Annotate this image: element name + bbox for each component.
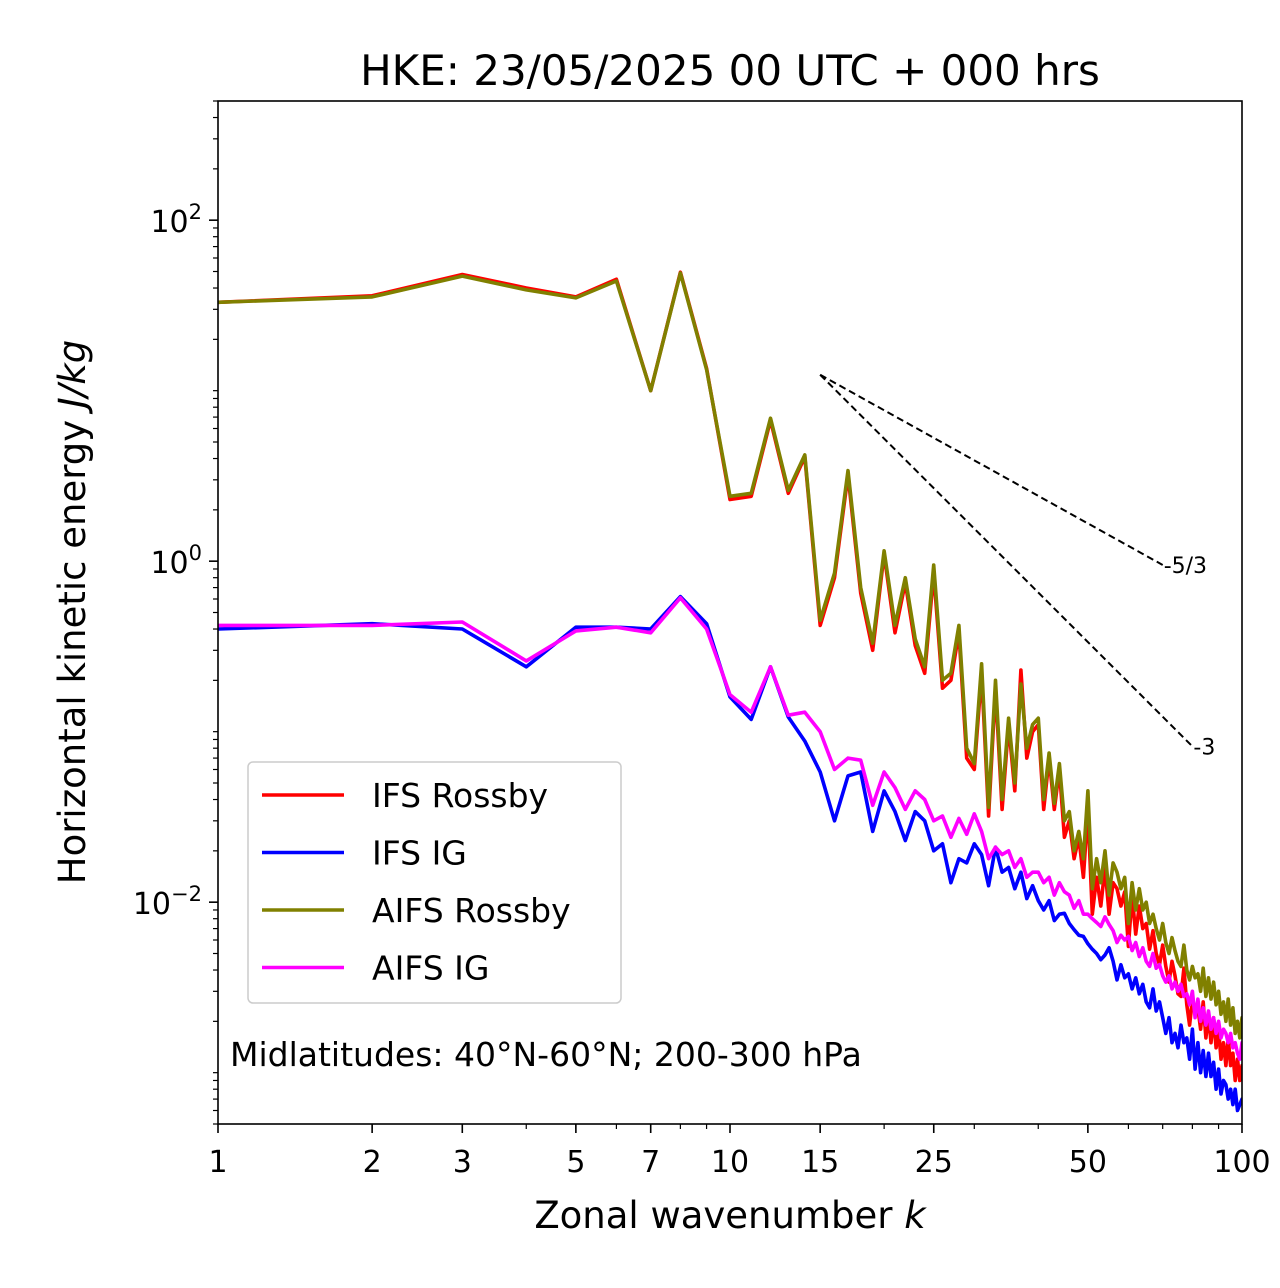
y-axis-label-text: Horizontal kinetic energy bbox=[51, 420, 94, 884]
region-annotation: Midlatitudes: 40°N-60°N; 200-300 hPa bbox=[230, 1035, 862, 1074]
x-tick-label: 3 bbox=[453, 1145, 472, 1180]
x-tick-label: 7 bbox=[641, 1145, 660, 1180]
legend-label: AIFS IG bbox=[372, 949, 489, 988]
legend-label: AIFS Rossby bbox=[372, 891, 571, 930]
legend-label: IFS Rossby bbox=[372, 776, 548, 815]
y-tick-label: 10−2 bbox=[133, 882, 202, 922]
legend-items: IFS Rossby IFS IG AIFS Rossby AIFS IG bbox=[262, 776, 571, 988]
reference-slope-label: -3 bbox=[1193, 735, 1215, 760]
x-tick-label: 2 bbox=[363, 1145, 382, 1180]
x-tick-label: 5 bbox=[566, 1145, 585, 1180]
x-tick-label: 10 bbox=[711, 1145, 749, 1180]
major-ticks bbox=[209, 219, 1243, 1133]
y-tick-labels: 10−2 100 102 bbox=[133, 200, 202, 922]
reference-slope-label: -5/3 bbox=[1164, 554, 1207, 579]
x-axis-label-text: Zonal wavenumber bbox=[534, 1194, 893, 1237]
x-tick-label: 50 bbox=[1069, 1145, 1107, 1180]
legend-label: IFS IG bbox=[372, 834, 467, 873]
y-axis-label: Horizontal kinetic energy J/kg bbox=[51, 340, 94, 884]
x-axis-label-symbol: k bbox=[904, 1194, 927, 1237]
plot-area bbox=[209, 100, 1243, 1133]
series-line-aifs-ig bbox=[218, 595, 1242, 1061]
y-axis-label-units: J/kg bbox=[51, 340, 94, 415]
x-tick-label: 15 bbox=[801, 1145, 839, 1180]
x-tick-labels: 1 2 3 5 7 10 15 25 50 100 bbox=[208, 1145, 1270, 1180]
series-line-aifs-rossby bbox=[218, 271, 1242, 1040]
series-lines bbox=[218, 270, 1242, 1113]
y-tick-label: 102 bbox=[150, 200, 202, 240]
x-axis-label: Zonal wavenumber k bbox=[534, 1194, 927, 1237]
plot-frame bbox=[217, 100, 1243, 1125]
y-tick-label: 100 bbox=[150, 541, 202, 581]
x-tick-label: 100 bbox=[1213, 1145, 1270, 1180]
chart-title: HKE: 23/05/2025 00 UTC + 000 hrs bbox=[360, 46, 1100, 95]
x-tick-label: 1 bbox=[208, 1145, 227, 1180]
legend: IFS Rossby IFS IG AIFS Rossby AIFS IG bbox=[247, 761, 622, 1004]
series-line-ifs-ig bbox=[218, 594, 1242, 1113]
legend-box bbox=[247, 761, 622, 1004]
x-tick-label: 25 bbox=[915, 1145, 953, 1180]
